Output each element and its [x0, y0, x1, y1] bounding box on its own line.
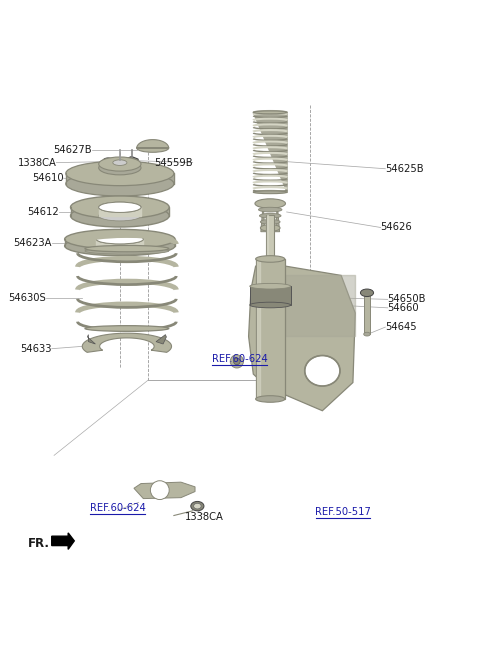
Polygon shape [65, 239, 175, 246]
Ellipse shape [99, 202, 141, 212]
Circle shape [234, 358, 240, 365]
Polygon shape [128, 159, 135, 164]
Text: 54630S: 54630S [8, 293, 46, 303]
Polygon shape [250, 286, 291, 305]
Ellipse shape [258, 207, 282, 212]
Circle shape [150, 481, 169, 499]
Ellipse shape [85, 246, 169, 252]
Text: 54627B: 54627B [53, 145, 92, 155]
Text: REF.60-624: REF.60-624 [212, 354, 267, 364]
Text: 54612: 54612 [27, 207, 59, 217]
Ellipse shape [65, 229, 175, 249]
Ellipse shape [65, 236, 175, 256]
Polygon shape [82, 333, 171, 352]
Ellipse shape [255, 199, 286, 208]
Polygon shape [256, 259, 285, 399]
Ellipse shape [85, 326, 169, 331]
Ellipse shape [250, 283, 291, 289]
Polygon shape [266, 215, 274, 259]
Polygon shape [253, 110, 287, 193]
Polygon shape [137, 139, 168, 148]
Ellipse shape [85, 248, 169, 254]
Text: REF.60-624: REF.60-624 [90, 503, 145, 513]
Polygon shape [249, 266, 355, 411]
Polygon shape [156, 334, 167, 344]
Ellipse shape [99, 202, 141, 212]
Ellipse shape [260, 219, 280, 224]
Text: 54645: 54645 [385, 322, 417, 332]
Ellipse shape [256, 396, 285, 402]
Text: 1338CA: 1338CA [185, 512, 224, 522]
Text: 54633: 54633 [20, 344, 52, 353]
Text: 54623A: 54623A [13, 238, 52, 248]
Ellipse shape [253, 191, 287, 194]
Polygon shape [99, 207, 141, 215]
Ellipse shape [99, 157, 141, 171]
Polygon shape [261, 204, 280, 232]
Ellipse shape [99, 210, 141, 221]
Circle shape [230, 355, 243, 368]
Ellipse shape [66, 171, 174, 196]
Ellipse shape [364, 332, 370, 336]
Polygon shape [125, 156, 138, 167]
Ellipse shape [96, 235, 144, 244]
Ellipse shape [66, 161, 174, 186]
Ellipse shape [259, 214, 281, 218]
Ellipse shape [71, 196, 169, 219]
Ellipse shape [96, 235, 144, 244]
Ellipse shape [96, 241, 144, 250]
Text: FR.: FR. [28, 537, 50, 550]
Polygon shape [134, 482, 195, 499]
Text: 54559B: 54559B [154, 158, 192, 168]
Polygon shape [71, 207, 169, 215]
Text: 54625B: 54625B [385, 164, 424, 173]
Ellipse shape [71, 204, 169, 227]
Ellipse shape [137, 144, 168, 152]
Ellipse shape [260, 225, 280, 231]
Ellipse shape [253, 111, 287, 114]
Polygon shape [364, 293, 370, 334]
Ellipse shape [360, 289, 373, 296]
Ellipse shape [102, 158, 114, 166]
Text: 54650B: 54650B [388, 294, 426, 304]
Polygon shape [87, 334, 96, 344]
Ellipse shape [305, 355, 340, 386]
Ellipse shape [256, 256, 285, 262]
Text: 54610: 54610 [32, 173, 63, 183]
Text: REF.50-517: REF.50-517 [315, 507, 371, 517]
Ellipse shape [191, 501, 204, 510]
Polygon shape [66, 173, 174, 184]
Ellipse shape [193, 503, 201, 509]
Ellipse shape [99, 161, 141, 175]
Ellipse shape [105, 160, 111, 164]
Ellipse shape [113, 160, 127, 166]
Text: 54660: 54660 [388, 303, 420, 313]
Text: 54626: 54626 [381, 223, 412, 233]
Polygon shape [96, 239, 144, 246]
Ellipse shape [250, 302, 291, 308]
Text: 1338CA: 1338CA [18, 158, 57, 168]
Polygon shape [52, 533, 74, 549]
